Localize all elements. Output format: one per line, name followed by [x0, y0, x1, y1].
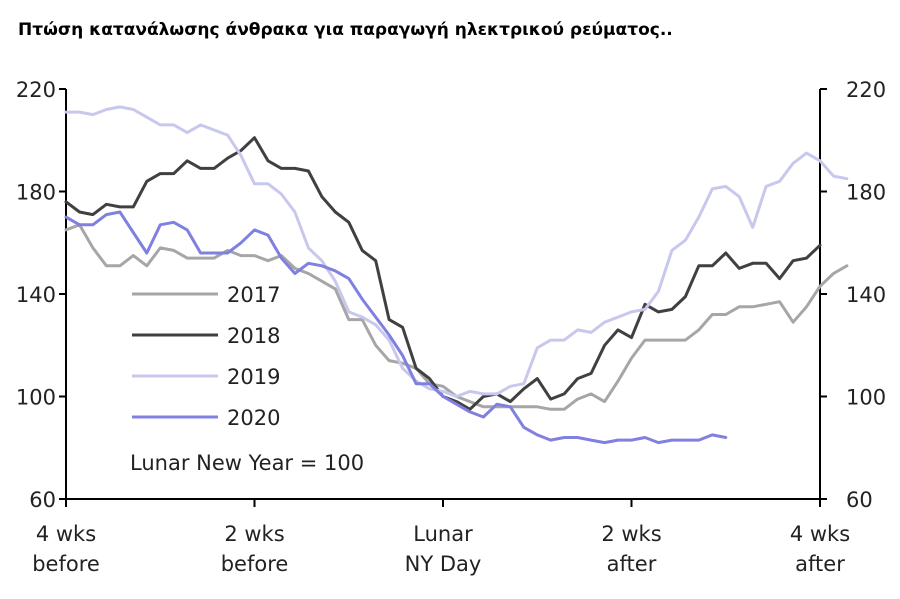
legend-label-2020: 2020: [227, 406, 280, 430]
y-tick-label-right: 180: [846, 181, 886, 205]
y-tick-label-left: 180: [16, 181, 56, 205]
legend-label-2017: 2017: [227, 283, 280, 307]
series-line-2020: [64, 210, 728, 445]
x-tick-label: 2 wks: [224, 522, 284, 546]
x-tick-label: 2 wks: [601, 522, 661, 546]
x-tick-label: before: [32, 552, 100, 576]
lunar-new-year-annotation: Lunar New Year = 100: [130, 451, 364, 475]
x-tick-label: before: [221, 552, 289, 576]
legend-label-2018: 2018: [227, 324, 280, 348]
chart-title: Πτώση κατανάλωσης άνθρακα για παραγωγή η…: [18, 20, 673, 40]
series-lines: [64, 105, 849, 445]
x-tick-label: Lunar: [413, 522, 473, 546]
series-line-2019: [64, 105, 849, 398]
y-tick-label-right: 60: [846, 488, 873, 512]
legend-label-2019: 2019: [227, 365, 280, 389]
x-tick-label: 4 wks: [790, 522, 850, 546]
x-tick-label: after: [795, 552, 845, 576]
y-tick-label-right: 100: [846, 386, 886, 410]
y-tick-label-left: 60: [29, 488, 56, 512]
y-tick-label-left: 100: [16, 386, 56, 410]
y-tick-label-left: 140: [16, 283, 56, 307]
series-line-2017: [64, 223, 849, 411]
chart-axes: 60 60 100 100 140 140 180 180 220 220 4 wks before 2…: [16, 78, 886, 576]
x-tick-label: 4 wks: [36, 522, 96, 546]
legend: 2017 2018 2019 2020: [132, 283, 280, 430]
y-tick-label-right: 140: [846, 283, 886, 307]
y-tick-label-left: 220: [16, 78, 56, 102]
series-line-2018: [64, 136, 822, 411]
x-tick-label: NY Day: [405, 552, 482, 576]
y-tick-label-right: 220: [846, 78, 886, 102]
x-tick-label: after: [607, 552, 657, 576]
